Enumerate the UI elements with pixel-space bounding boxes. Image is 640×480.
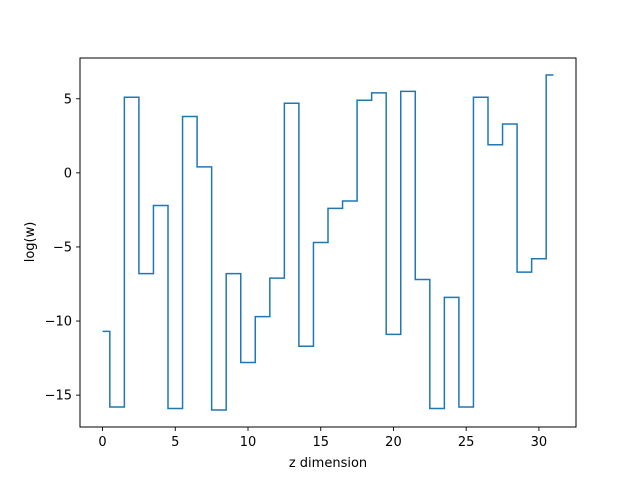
y-tick-label: 5 (64, 92, 72, 107)
x-axis-label: z dimension (289, 456, 367, 471)
x-axis-ticks: 0 5 10 15 20 25 30 (98, 427, 547, 450)
x-tick-label: 10 (240, 435, 257, 450)
axes-frame (79, 57, 577, 428)
x-tick-label: 30 (531, 435, 548, 450)
y-axis-label: log(w) (23, 222, 38, 263)
x-tick-label: 15 (312, 435, 329, 450)
y-tick-label: 0 (64, 166, 72, 181)
y-axis-ticks: −15 −10 −5 0 5 (45, 92, 80, 404)
x-tick-label: 20 (385, 435, 402, 450)
x-tick-label: 5 (171, 435, 179, 450)
y-tick-label: −5 (53, 240, 72, 255)
x-tick-label: 25 (458, 435, 475, 450)
y-tick-label: −15 (45, 389, 72, 404)
data-series-line (102, 74, 554, 411)
y-tick-label: −10 (45, 315, 72, 330)
x-tick-label: 0 (98, 435, 106, 450)
